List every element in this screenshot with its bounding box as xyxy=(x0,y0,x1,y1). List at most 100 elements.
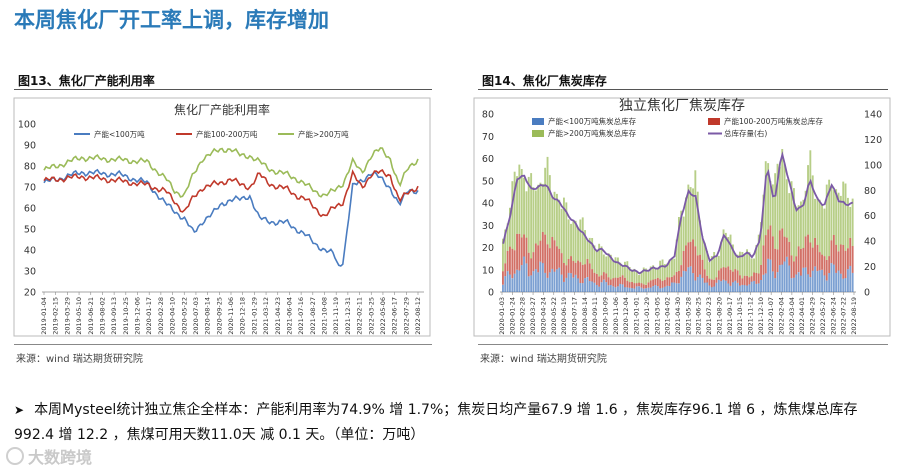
inventory-bar xyxy=(668,286,671,292)
inventory-bar xyxy=(649,266,652,281)
inventory-bar xyxy=(605,282,608,292)
inventory-bar xyxy=(762,194,765,246)
inventory-bar xyxy=(720,281,723,292)
right-x-tick-label: 2020-09-11 xyxy=(591,297,599,335)
inventory-bar xyxy=(706,275,709,283)
inventory-bar xyxy=(523,177,525,235)
inventory-bar xyxy=(757,234,760,274)
inventory-bar xyxy=(727,283,730,292)
inventory-bar xyxy=(790,181,793,256)
inventory-bar xyxy=(778,265,781,292)
inventory-bar xyxy=(661,281,664,288)
inventory-bar xyxy=(828,179,831,257)
inventory-bar xyxy=(793,277,795,292)
inventory-bar xyxy=(551,237,554,269)
inventory-bar xyxy=(821,269,823,292)
inventory-bar xyxy=(835,189,838,245)
inventory-bar xyxy=(600,275,603,283)
inventory-bar xyxy=(762,274,765,292)
inventory-bar xyxy=(551,196,554,237)
inventory-bar xyxy=(734,253,737,270)
inventory-bar xyxy=(628,267,631,283)
inventory-bar xyxy=(729,285,732,292)
inventory-bar xyxy=(570,256,572,274)
inventory-bar xyxy=(797,272,800,292)
inventory-bar xyxy=(755,245,758,273)
inventory-bar xyxy=(546,156,549,245)
inventory-bar xyxy=(727,266,730,284)
inventory-bar xyxy=(532,187,535,253)
left-y-tick-label: 90 xyxy=(24,141,36,152)
inventory-bar xyxy=(755,283,758,292)
inventory-bar xyxy=(586,277,589,292)
inventory-bar xyxy=(849,265,852,292)
right-x-tick-label: 2021-10-15 xyxy=(736,297,744,335)
left-y-tick-label: 70 xyxy=(24,183,36,194)
right-right-y-tick-label: 0 xyxy=(864,288,870,299)
inventory-bar xyxy=(513,171,516,251)
inventory-bar xyxy=(633,283,636,289)
left-x-tick-label: 2022-06-17 xyxy=(391,297,399,335)
inventory-bar xyxy=(591,281,594,292)
inventory-bar xyxy=(647,282,650,288)
inventory-bar xyxy=(851,246,854,273)
inventory-bar xyxy=(572,260,575,278)
inventory-bar xyxy=(739,285,741,292)
series-line-2 xyxy=(43,147,419,198)
inventory-bar xyxy=(746,275,748,286)
inventory-bar xyxy=(734,269,737,281)
inventory-bar xyxy=(694,280,697,292)
inventory-bar xyxy=(701,277,704,292)
inventory-bar xyxy=(560,253,563,275)
inventory-bar xyxy=(574,262,577,275)
left-source-divider xyxy=(14,344,432,345)
inventory-bar xyxy=(814,198,816,238)
inventory-bar xyxy=(642,284,645,289)
inventory-bar xyxy=(678,270,680,284)
inventory-bar xyxy=(795,274,798,292)
inventory-bar xyxy=(797,205,800,247)
left-x-tick-label: 2021-12-31 xyxy=(344,297,352,335)
inventory-bar xyxy=(659,260,662,280)
left-chart-panel: 焦化厂产能利用率 20 30 40 50 60 70 80 90 100 2019-01-04 201… xyxy=(12,96,432,339)
inventory-bar xyxy=(539,261,542,292)
inventory-bar xyxy=(821,204,823,255)
right-x-tick-label: 2020-11-06 xyxy=(612,297,620,335)
inventory-bar xyxy=(626,261,629,281)
inventory-bar xyxy=(732,271,734,283)
inventory-bar xyxy=(595,250,598,274)
legend-label-0: 产能<100万吨焦炭总库存 xyxy=(548,116,637,126)
right-x-tick-label: 2021-09-17 xyxy=(726,297,734,335)
legend-label-3: 总库存量(右) xyxy=(724,128,767,138)
inventory-bar xyxy=(708,261,711,279)
inventory-bar xyxy=(804,267,807,292)
inventory-bar xyxy=(523,256,525,292)
inventory-bar xyxy=(847,269,849,292)
inventory-bar xyxy=(767,258,770,292)
left-x-tick-label: 2019-02-15 xyxy=(52,297,60,335)
inventory-bar xyxy=(586,240,589,260)
inventory-bar xyxy=(830,240,833,264)
inventory-bar xyxy=(567,219,570,260)
inventory-bar xyxy=(577,227,579,261)
watermark-text: 大数跨境 xyxy=(28,448,93,467)
inventory-bar xyxy=(701,236,704,260)
left-x-tick-label: 2022-07-29 xyxy=(402,297,410,335)
inventory-bar xyxy=(586,259,589,277)
inventory-bar xyxy=(778,230,781,266)
inventory-bar xyxy=(778,166,781,231)
inventory-bar xyxy=(579,262,582,283)
inventory-bar xyxy=(520,265,523,292)
inventory-bar xyxy=(699,220,701,255)
inventory-bar xyxy=(593,282,596,292)
left-x-tick-label: 2020-07-03 xyxy=(192,297,200,335)
inventory-bar xyxy=(715,256,718,278)
inventory-bar xyxy=(631,269,633,282)
left-x-tick-label: 2021-04-23 xyxy=(274,297,282,335)
inventory-bar xyxy=(750,258,753,277)
inventory-bar xyxy=(825,280,828,292)
inventory-bar xyxy=(746,249,748,276)
inventory-bar xyxy=(809,242,812,278)
inventory-bar xyxy=(811,175,814,248)
inventory-bar xyxy=(593,272,596,283)
